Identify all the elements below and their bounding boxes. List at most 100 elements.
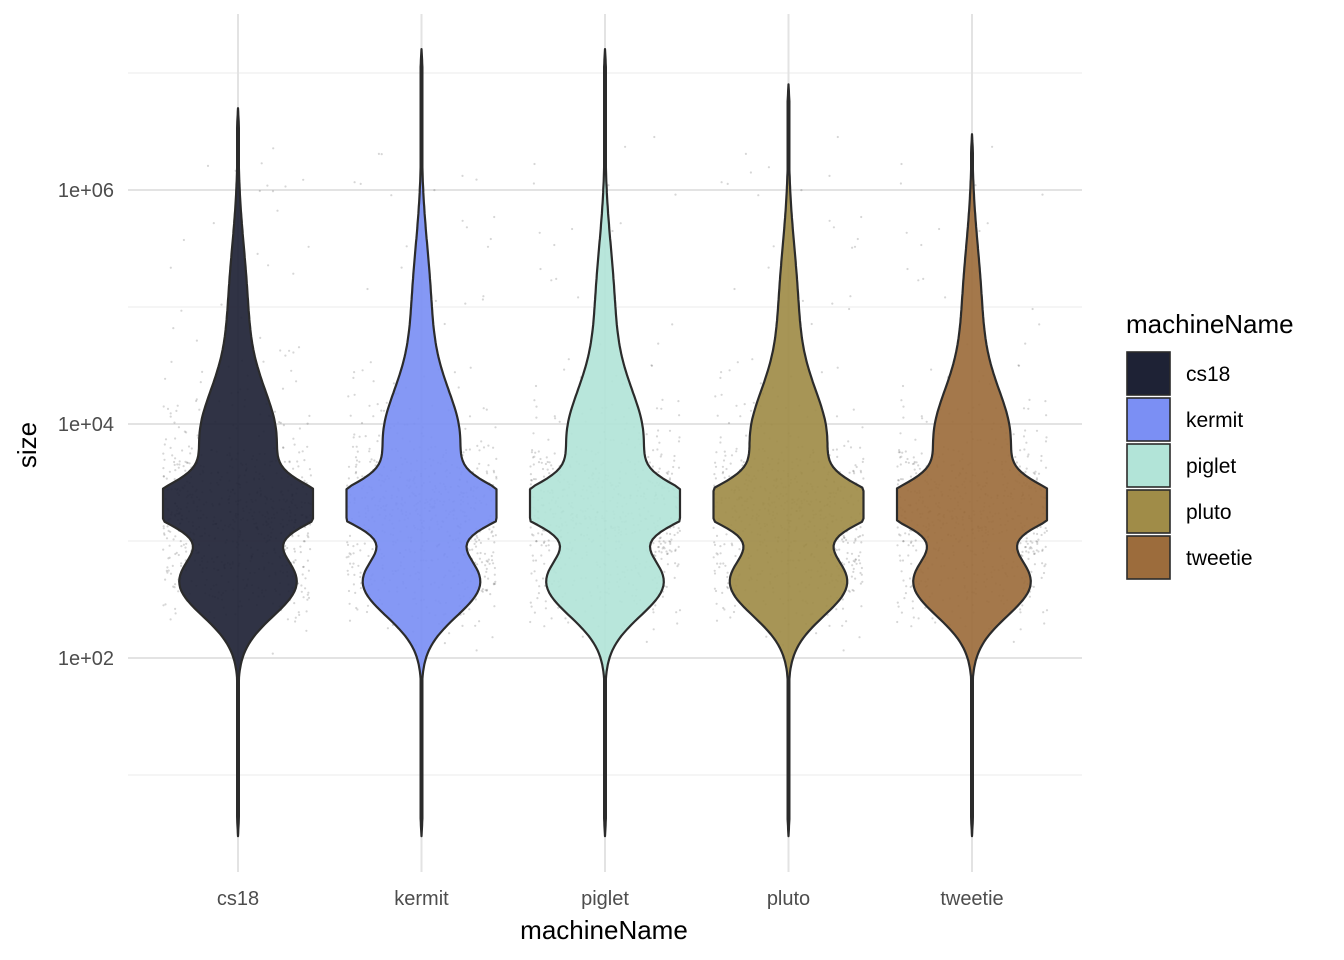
jitter-point: [483, 575, 486, 578]
jitter-point: [722, 606, 725, 610]
jitter-point: [719, 552, 722, 555]
jitter-point: [1036, 532, 1039, 536]
jitter-point: [678, 414, 681, 417]
jitter-point: [676, 565, 679, 568]
jitter-point: [665, 471, 668, 474]
jitter-point: [294, 620, 297, 623]
jitter-point: [1012, 640, 1015, 644]
jitter-point: [847, 440, 850, 443]
jitter-point: [991, 145, 994, 148]
jitter-point: [930, 368, 933, 371]
jitter-point: [897, 451, 901, 454]
jitter-point: [468, 415, 472, 418]
jitter-point: [841, 598, 844, 601]
jitter-point: [730, 454, 734, 457]
jitter-point: [852, 469, 855, 472]
jitter-point: [259, 336, 262, 339]
jitter-point: [469, 366, 472, 369]
jitter-point: [1012, 433, 1015, 436]
jitter-point: [537, 450, 540, 453]
jitter-point: [1028, 595, 1031, 598]
jitter-point: [177, 590, 180, 593]
jitter-point: [909, 585, 912, 589]
jitter-point: [657, 470, 660, 473]
jitter-point: [492, 526, 495, 529]
jitter-point: [835, 608, 838, 611]
jitter-point: [674, 548, 677, 551]
jitter-point: [544, 607, 548, 610]
jitter-point: [659, 536, 662, 539]
jitter-point: [544, 462, 548, 466]
jitter-point: [465, 448, 468, 451]
jitter-point: [537, 532, 540, 535]
jitter-point: [1014, 455, 1017, 459]
jitter-point: [726, 182, 729, 185]
jitter-point: [545, 544, 548, 547]
jitter-point: [850, 575, 854, 578]
jitter-point: [273, 410, 277, 413]
jitter-point: [294, 559, 297, 562]
jitter-point: [719, 545, 722, 548]
jitter-point: [1032, 550, 1035, 553]
jitter-point: [735, 404, 738, 407]
jitter-point: [744, 152, 748, 155]
jitter-point: [800, 189, 803, 192]
jitter-point: [535, 405, 538, 408]
jitter-point: [165, 569, 168, 573]
jitter-point: [491, 535, 495, 538]
jitter-point: [535, 416, 538, 419]
jitter-point: [354, 472, 357, 475]
jitter-point: [371, 548, 374, 551]
jitter-point: [185, 431, 188, 434]
jitter-point: [305, 610, 308, 613]
jitter-point: [714, 461, 717, 464]
jitter-point: [742, 461, 745, 464]
jitter-point: [859, 582, 863, 585]
jitter-point: [1019, 611, 1022, 614]
jitter-point: [288, 349, 291, 352]
jitter-point: [723, 543, 726, 546]
jitter-point: [931, 617, 934, 620]
jitter-point: [721, 472, 724, 475]
jitter-point: [366, 287, 369, 291]
jitter-point: [457, 386, 460, 389]
jitter-point: [553, 243, 556, 247]
jitter-point: [924, 606, 927, 609]
jitter-point: [473, 542, 476, 546]
jitter-point: [493, 605, 496, 608]
jitter-point: [174, 607, 177, 611]
jitter-point: [849, 295, 852, 298]
jitter-point: [986, 222, 989, 225]
jitter-point: [831, 302, 834, 305]
jitter-point: [485, 559, 488, 563]
jitter-point: [377, 152, 380, 155]
jitter-point: [749, 409, 753, 412]
jitter-point: [767, 166, 771, 169]
jitter-point: [901, 451, 904, 454]
jitter-point: [376, 403, 379, 406]
jitter-point: [1025, 540, 1028, 543]
legend-key-tweetie: [1126, 535, 1171, 580]
jitter-point: [400, 266, 403, 269]
jitter-point: [297, 346, 301, 349]
jitter-point: [486, 560, 489, 563]
jitter-point: [1027, 551, 1030, 554]
jitter-point: [668, 478, 671, 481]
jitter-point: [1021, 554, 1024, 558]
jitter-point: [714, 395, 717, 398]
jitter-point: [464, 302, 467, 305]
jitter-point: [531, 449, 534, 452]
jitter-point: [666, 552, 669, 555]
jitter-point: [487, 577, 490, 580]
jitter-point: [914, 539, 917, 542]
jitter-point: [260, 162, 263, 165]
jitter-point: [292, 467, 295, 470]
jitter-point: [550, 617, 553, 620]
jitter-point: [678, 436, 681, 439]
jitter-point: [487, 558, 490, 561]
jitter-point: [307, 569, 310, 572]
jitter-point: [1042, 611, 1045, 614]
jitter-point: [855, 465, 858, 469]
jitter-point: [1042, 571, 1046, 575]
x-tick-label: kermit: [394, 888, 449, 910]
